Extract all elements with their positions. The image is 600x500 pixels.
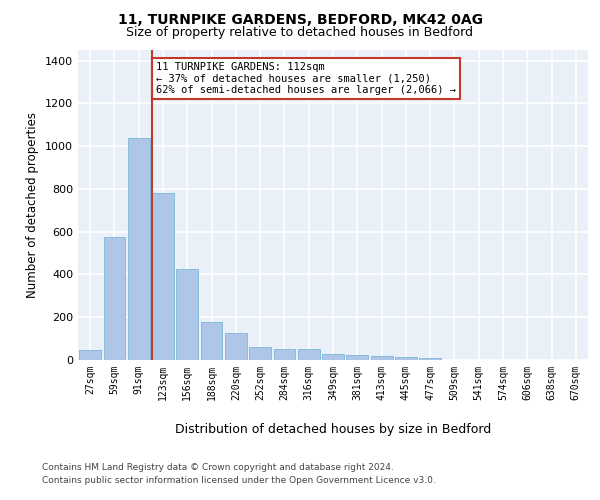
Bar: [419, 358, 441, 360]
Bar: [274, 350, 295, 360]
Text: 11, TURNPIKE GARDENS, BEDFORD, MK42 0AG: 11, TURNPIKE GARDENS, BEDFORD, MK42 0AG: [118, 12, 482, 26]
Bar: [128, 138, 149, 360]
Bar: [152, 193, 174, 360]
Text: 11 TURNPIKE GARDENS: 112sqm
← 37% of detached houses are smaller (1,250)
62% of : 11 TURNPIKE GARDENS: 112sqm ← 37% of det…: [156, 62, 456, 95]
Text: Contains public sector information licensed under the Open Government Licence v3: Contains public sector information licen…: [42, 476, 436, 485]
Bar: [395, 358, 417, 360]
Bar: [298, 350, 320, 360]
Bar: [200, 322, 223, 360]
Text: Distribution of detached houses by size in Bedford: Distribution of detached houses by size …: [175, 422, 491, 436]
Bar: [346, 356, 368, 360]
Text: Size of property relative to detached houses in Bedford: Size of property relative to detached ho…: [127, 26, 473, 39]
Bar: [371, 356, 392, 360]
Bar: [176, 269, 198, 360]
Bar: [249, 346, 271, 360]
Y-axis label: Number of detached properties: Number of detached properties: [26, 112, 40, 298]
Bar: [79, 350, 101, 360]
Text: Contains HM Land Registry data © Crown copyright and database right 2024.: Contains HM Land Registry data © Crown c…: [42, 462, 394, 471]
Bar: [225, 334, 247, 360]
Bar: [322, 354, 344, 360]
Bar: [104, 237, 125, 360]
